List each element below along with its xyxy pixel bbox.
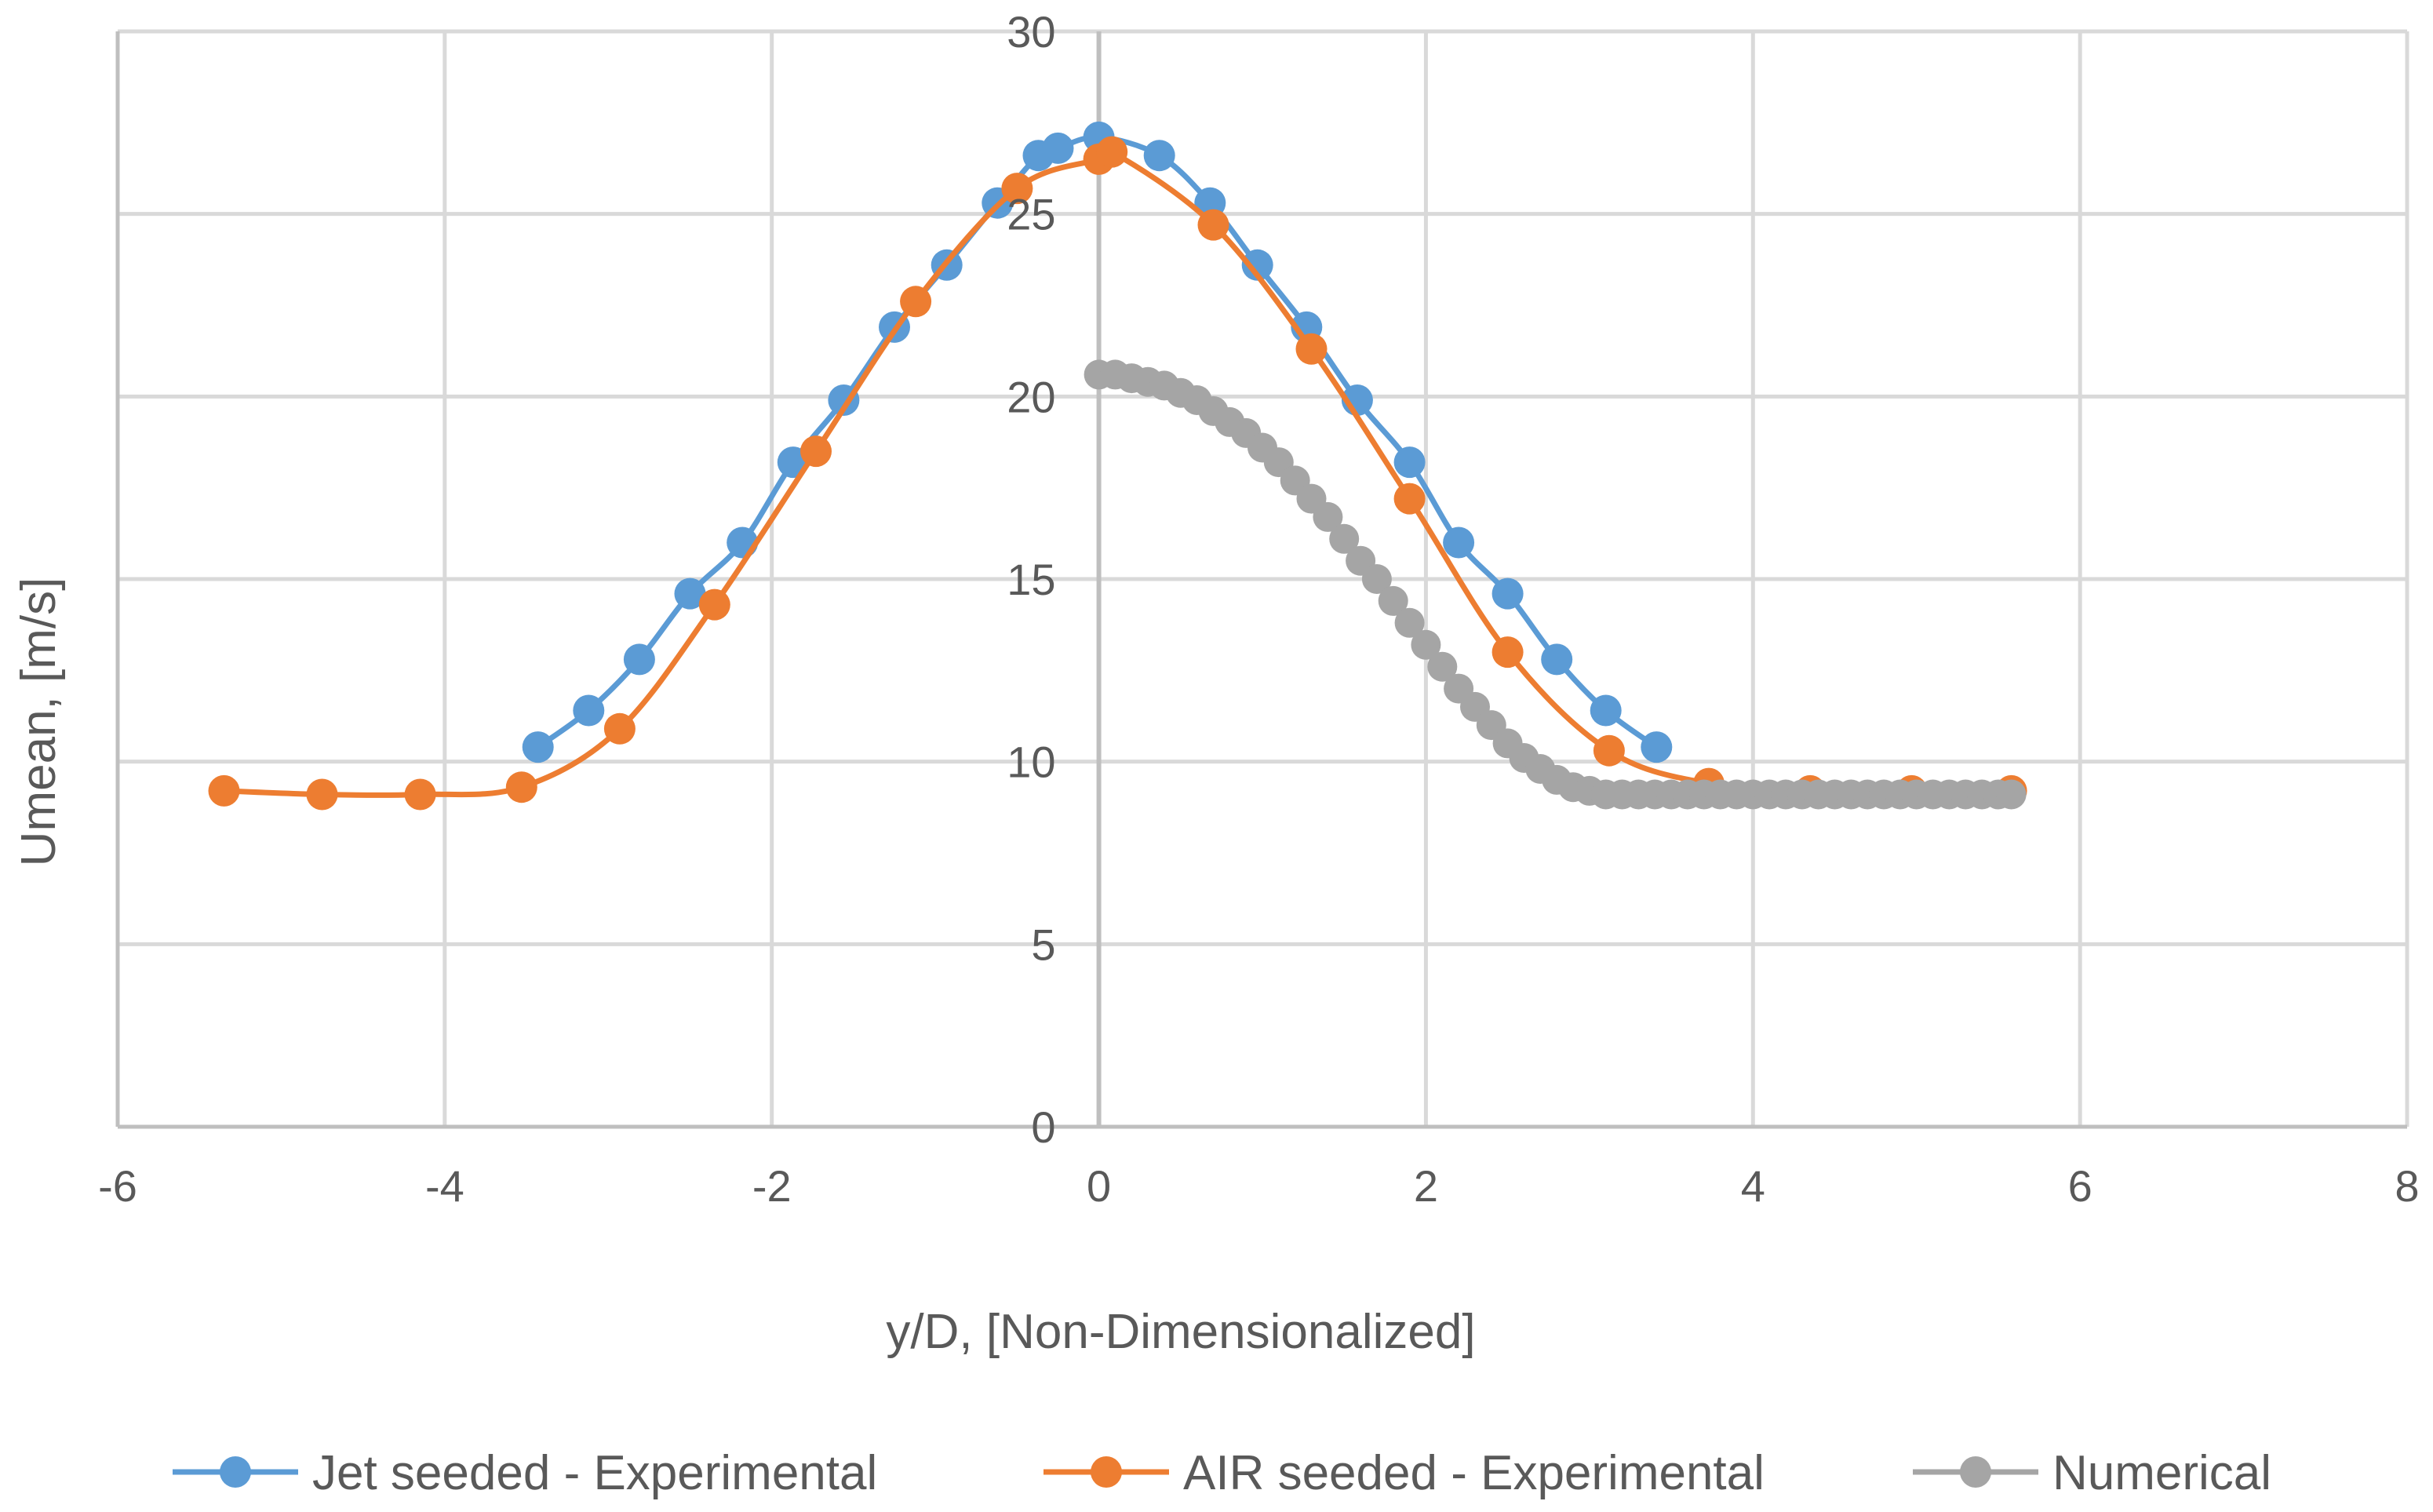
- series-numerical: [1084, 359, 2027, 810]
- legend: Jet seeded - Experimental AIR seeded - Ex…: [173, 1446, 2271, 1500]
- x-tick-label: -4: [425, 1161, 464, 1211]
- legend-label: Numerical: [2052, 1446, 2271, 1500]
- data-point: [1491, 636, 1524, 669]
- data-point: [1593, 734, 1625, 767]
- legend-item-air-seeded-experimental: AIR seeded - Experimental: [1043, 1446, 1765, 1500]
- legend-label: Jet seeded - Experimental: [312, 1446, 877, 1500]
- y-tick-label: 25: [1007, 190, 1055, 239]
- data-point: [1295, 333, 1328, 365]
- data-point: [1001, 173, 1033, 205]
- x-tick-label: -2: [752, 1161, 792, 1211]
- y-tick-label: 20: [1007, 372, 1055, 421]
- data-point: [1042, 132, 1074, 164]
- data-point: [208, 774, 240, 807]
- x-tick-label: 4: [1741, 1161, 1765, 1211]
- y-tick-label: 0: [1031, 1102, 1055, 1152]
- data-point: [1393, 483, 1426, 515]
- legend-label: AIR seeded - Experimental: [1183, 1446, 1765, 1500]
- data-point: [674, 577, 706, 610]
- y-tick-label: 30: [1007, 7, 1055, 56]
- legend-item-numerical: Numerical: [1913, 1446, 2271, 1500]
- data-point: [1378, 585, 1408, 616]
- data-point: [1491, 577, 1524, 610]
- legend-item-jet-seeded-experimental: Jet seeded - Experimental: [173, 1446, 877, 1500]
- tick-labels: -6 -4 -2 0 2 4 6 8 0 5 10 15 20 25 30: [98, 7, 2419, 1211]
- data-point: [505, 771, 537, 803]
- data-point: [1361, 564, 1392, 594]
- data-point: [1329, 523, 1360, 554]
- data-point: [1443, 526, 1475, 559]
- data-point: [1096, 136, 1128, 168]
- x-tick-label: 6: [2068, 1161, 2092, 1211]
- data-point: [623, 643, 655, 676]
- y-tick-label: 5: [1031, 920, 1055, 969]
- data-point: [522, 731, 554, 763]
- x-tick-label: 0: [1087, 1161, 1111, 1211]
- data-point: [1590, 694, 1622, 727]
- legend-marker: [220, 1456, 251, 1488]
- x-axis-title: y/D, [Non-Dimensionalized]: [886, 1305, 1475, 1359]
- x-tick-label: -6: [98, 1161, 137, 1211]
- data-point: [1427, 651, 1458, 682]
- data-point: [1241, 249, 1273, 281]
- data-point: [404, 778, 436, 811]
- data-point: [1197, 209, 1229, 241]
- x-tick-label: 2: [1414, 1161, 1438, 1211]
- data-point: [1541, 643, 1573, 676]
- legend-marker: [1960, 1456, 1991, 1488]
- data-point: [1641, 731, 1673, 763]
- axes: [115, 31, 2407, 1129]
- y-tick-label: 15: [1007, 555, 1055, 604]
- data-point: [306, 778, 338, 811]
- data-point: [573, 694, 605, 727]
- data-point: [1394, 607, 1425, 638]
- data-point: [698, 588, 730, 621]
- data-point: [1411, 629, 1441, 660]
- legend-marker: [1091, 1456, 1122, 1488]
- data-point: [1393, 446, 1426, 479]
- y-axis-title: Umean, [m/s]: [12, 577, 66, 867]
- data-series: [208, 121, 2027, 811]
- data-point: [900, 286, 932, 318]
- data-point: [1996, 779, 2027, 810]
- data-point: [603, 712, 636, 745]
- y-tick-label: 10: [1007, 738, 1055, 787]
- x-tick-label: 8: [2395, 1161, 2419, 1211]
- data-point: [1143, 140, 1175, 172]
- data-point: [800, 435, 832, 468]
- data-point: [1313, 501, 1343, 532]
